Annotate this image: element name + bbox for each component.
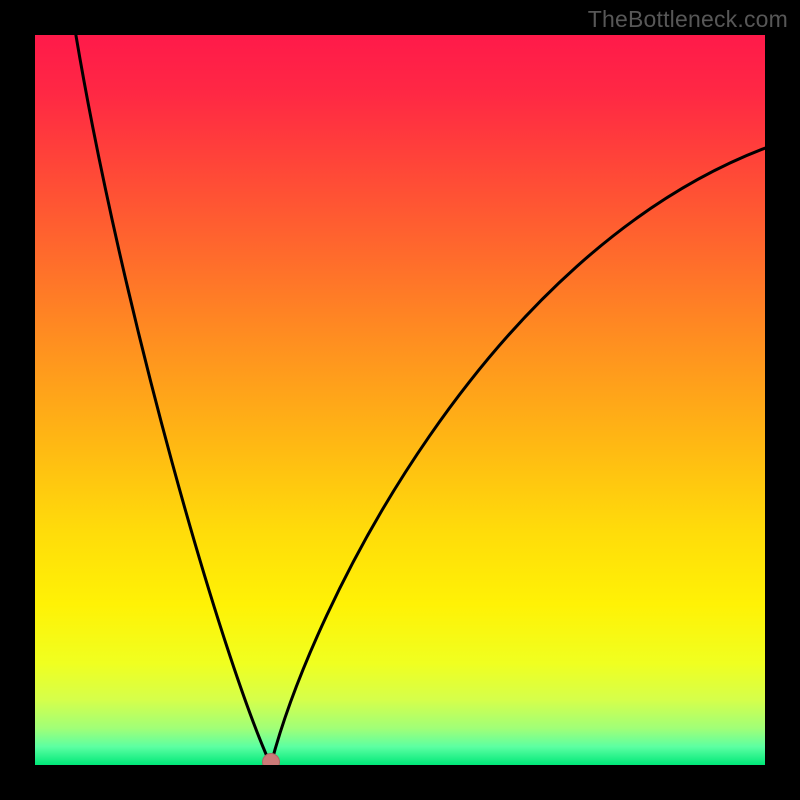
plot-area (35, 35, 765, 765)
watermark-text: TheBottleneck.com (588, 6, 788, 33)
chart-svg (35, 35, 765, 765)
chart-background (35, 35, 765, 765)
optimal-point-marker (262, 753, 280, 765)
bottleneck-curve (76, 35, 765, 765)
